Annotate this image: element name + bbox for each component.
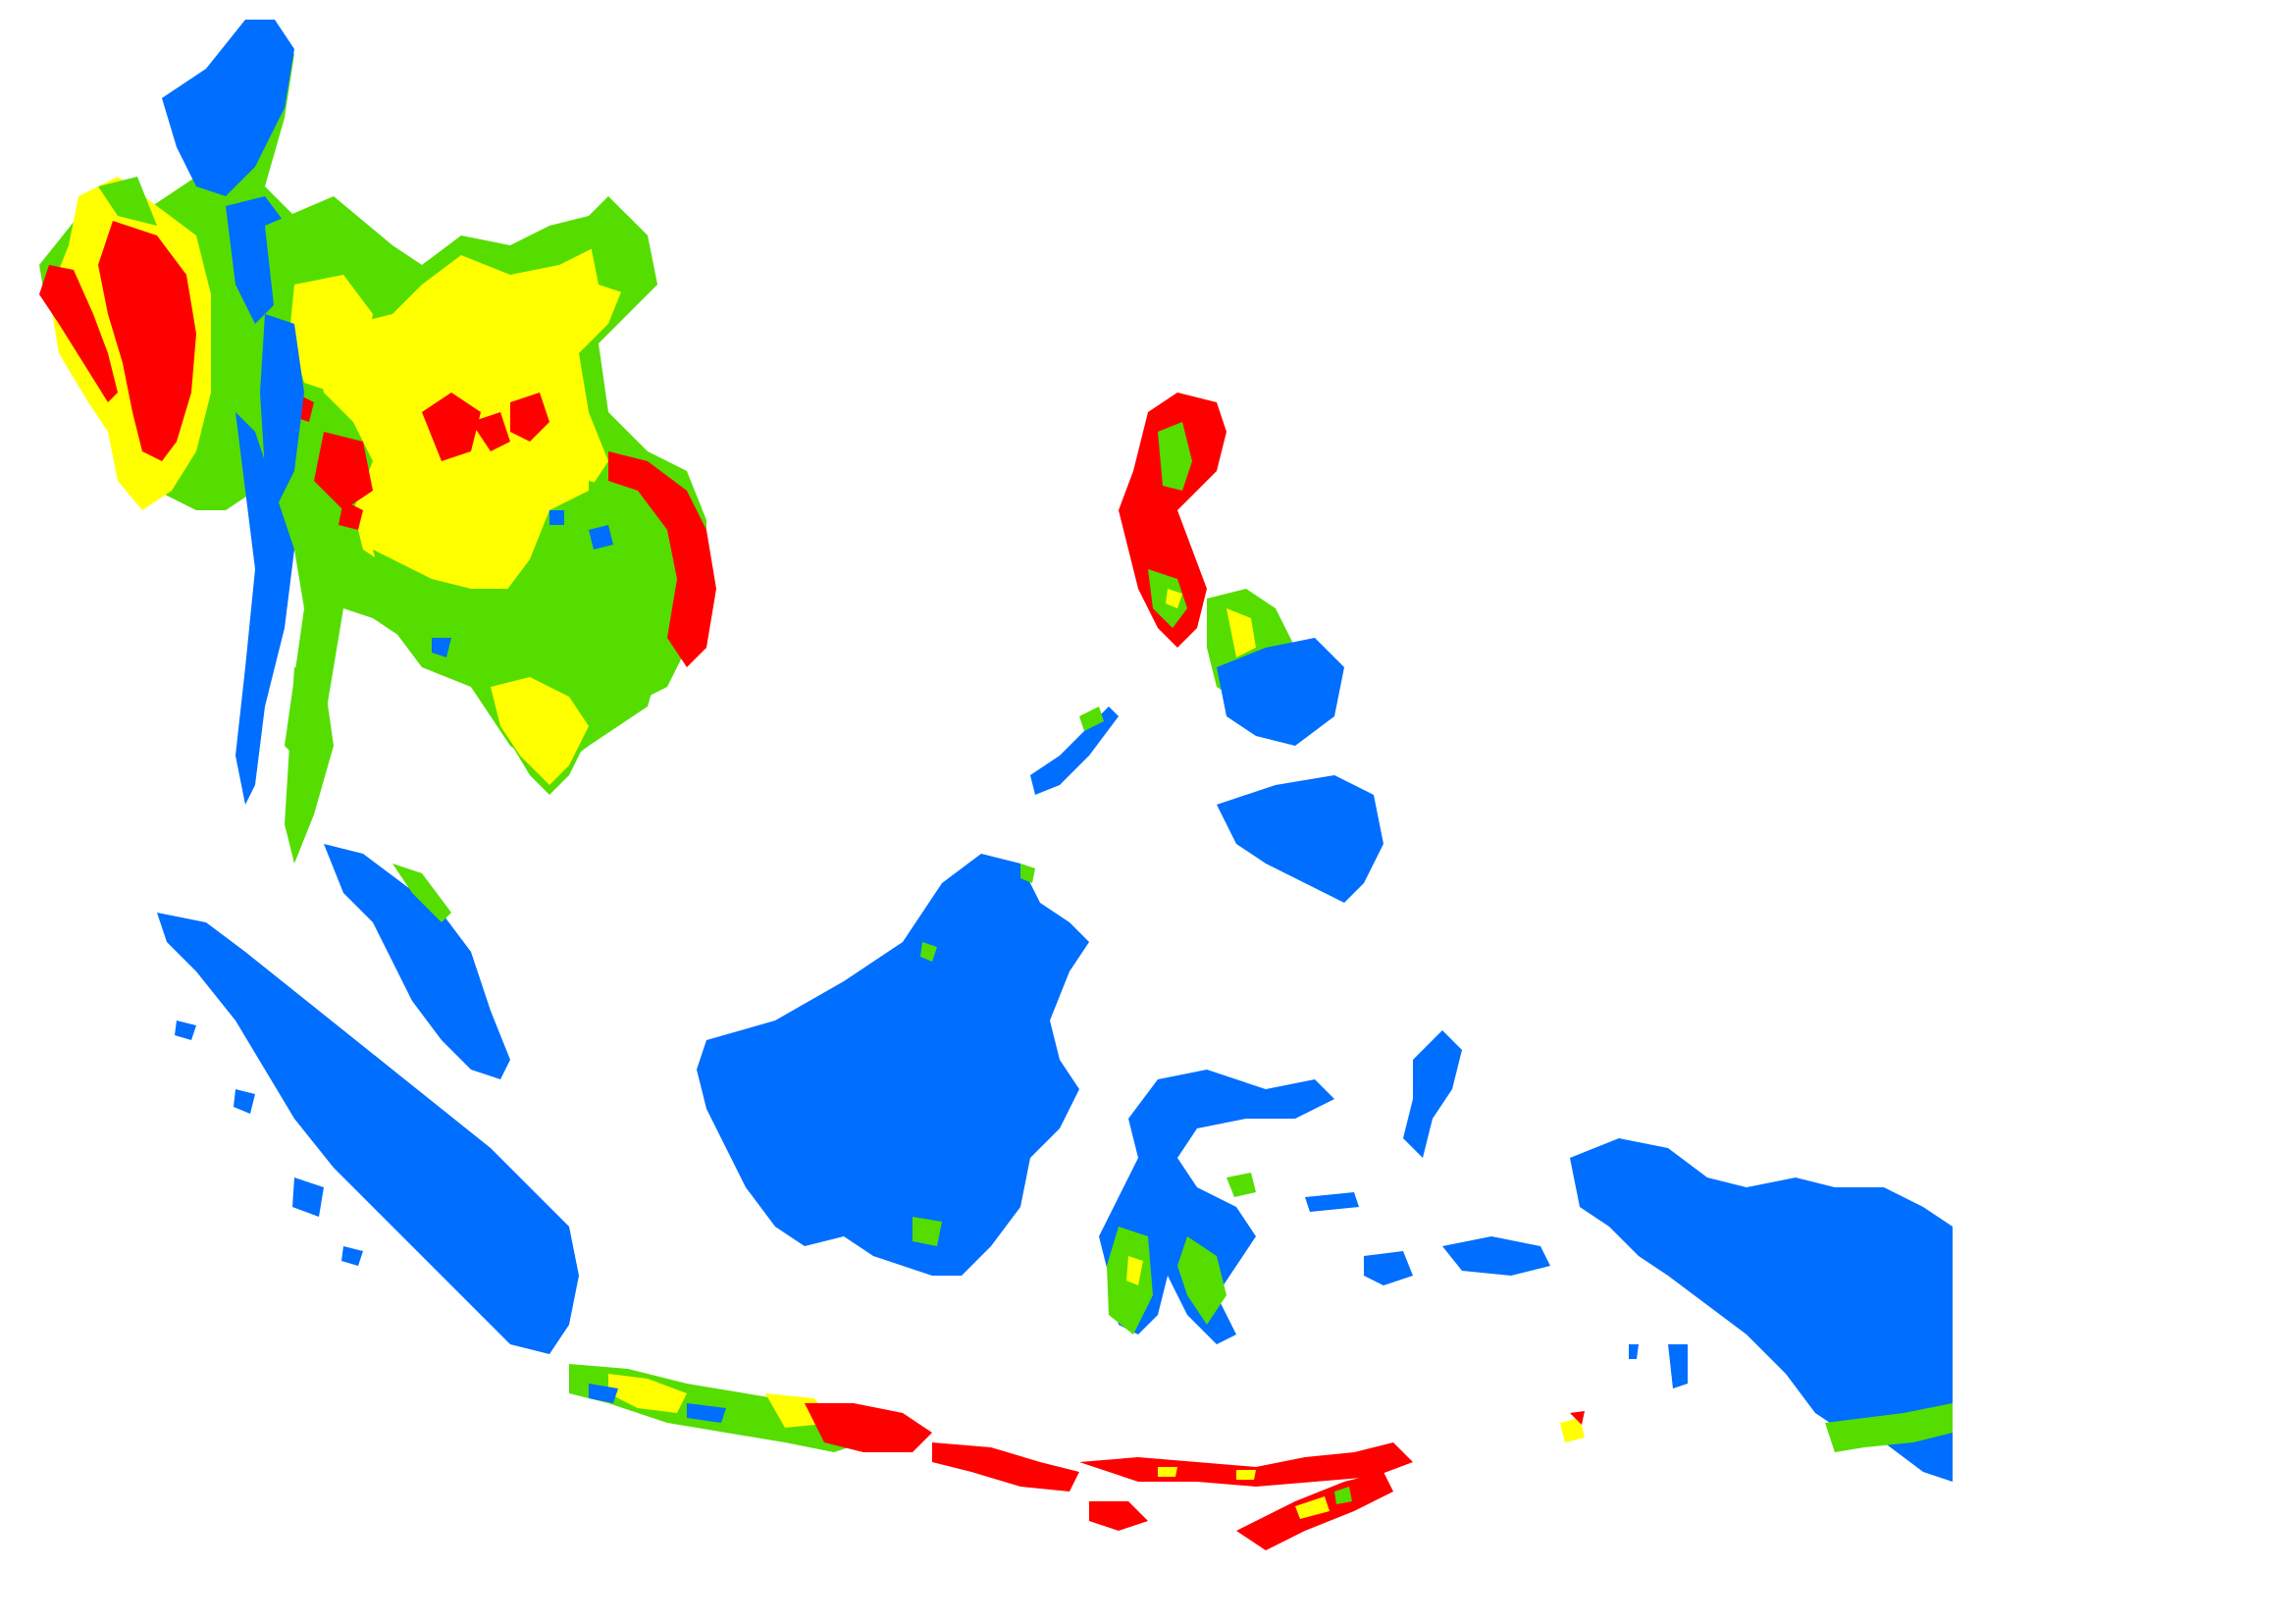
region-indochina	[255, 196, 716, 864]
myanmar-red-coast	[39, 265, 118, 402]
new-guinea-green	[1825, 1403, 1953, 1452]
region-java	[569, 1364, 1585, 1550]
thailand-blue-west	[260, 314, 304, 510]
central-green	[373, 550, 667, 775]
laos-red-1	[422, 393, 481, 461]
java-red	[805, 1403, 932, 1452]
luzon-green	[1158, 422, 1192, 491]
laos-red-4	[314, 432, 373, 510]
halmahera-blue	[1403, 1030, 1462, 1158]
palawan-blue	[1030, 707, 1119, 795]
timor-green	[1334, 1487, 1352, 1504]
vietnam-green-inner	[589, 481, 648, 618]
sulawesi-green-2	[1177, 1236, 1226, 1325]
region-sumatra	[157, 913, 579, 1354]
region-myanmar	[39, 20, 324, 805]
region-maluku	[1305, 1030, 1688, 1388]
region-philippines	[1030, 393, 1383, 903]
myanmar-green-west	[98, 177, 157, 226]
malay-peninsula-green-edge	[392, 864, 451, 922]
visayas-blue	[1217, 638, 1344, 746]
region-new-guinea	[1570, 1138, 1953, 1482]
thailand-yellow-north	[289, 275, 373, 393]
region-borneo	[697, 854, 1089, 1276]
indochina-blue-lakes	[432, 510, 613, 657]
laos-red-6	[339, 500, 363, 530]
sulawesi-green-3	[1226, 1173, 1256, 1197]
borneo-blue	[697, 854, 1089, 1276]
vietnam-north-green	[589, 216, 657, 294]
region-malay-peninsula	[324, 844, 510, 1079]
timor-yellow	[1295, 1496, 1330, 1519]
myanmar-blue-north	[162, 20, 294, 196]
east-sunda-red	[1570, 1411, 1585, 1425]
java-blue	[589, 1384, 726, 1423]
lesser-sunda-yellow	[1158, 1467, 1256, 1480]
laos-red-2	[471, 412, 510, 451]
laos-red-3	[510, 393, 549, 442]
sulawesi-yellow	[1126, 1256, 1143, 1285]
region-sulawesi	[1099, 1070, 1334, 1344]
vietnam-red-coast	[608, 451, 716, 667]
luzon-yellow	[1166, 589, 1182, 608]
visayas-yellow	[1226, 608, 1256, 657]
bali-lombok-red	[932, 1442, 1079, 1492]
luzon-red	[1119, 393, 1226, 648]
sumatra-islands	[175, 1021, 363, 1266]
sumba-red	[1089, 1501, 1148, 1531]
buru-blue	[1364, 1251, 1413, 1285]
cambodia-yellow	[491, 677, 589, 785]
new-guinea-blue	[1570, 1138, 1953, 1482]
thailand-south-strip-green	[285, 667, 334, 864]
myanmar-blue-south	[235, 412, 294, 805]
palawan-green	[1079, 707, 1104, 731]
malay-peninsula-blue	[324, 844, 510, 1079]
seram-blue	[1442, 1236, 1550, 1276]
myanmar-red-core	[98, 221, 196, 461]
sumatra-blue	[157, 913, 579, 1354]
sulawesi-blue	[1099, 1070, 1334, 1344]
east-sunda-yellow	[1560, 1418, 1585, 1442]
java-yellow	[608, 1374, 834, 1428]
mindanao-blue	[1217, 775, 1383, 903]
